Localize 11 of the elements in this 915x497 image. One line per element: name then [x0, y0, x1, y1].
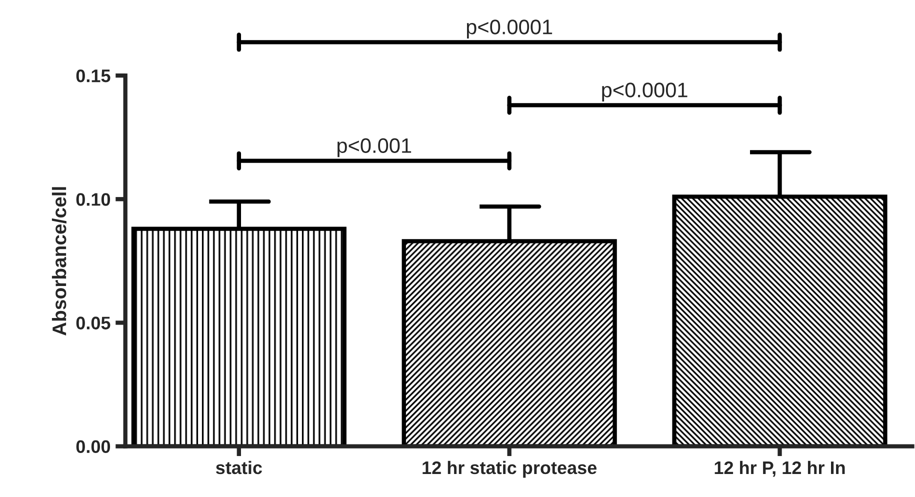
x-tick-label: static — [216, 460, 262, 474]
x-tick-label: 12 hr P, 12 hr In — [714, 460, 845, 477]
y-tick-label: 0.15 — [76, 69, 110, 82]
x-tick-label: 12 hr static protease — [422, 460, 597, 478]
annotation: p<0.001 — [338, 138, 412, 158]
y-axis-title: Absorbance/cell — [52, 187, 66, 336]
text: p<0.0001 — [466, 20, 552, 38]
y-tick-label: 0.00 — [76, 440, 110, 454]
y-tick-label: 0.05 — [76, 316, 110, 330]
annotation: p<0.0001 — [602, 82, 688, 102]
y-tick-label: 0.10 — [76, 193, 110, 206]
